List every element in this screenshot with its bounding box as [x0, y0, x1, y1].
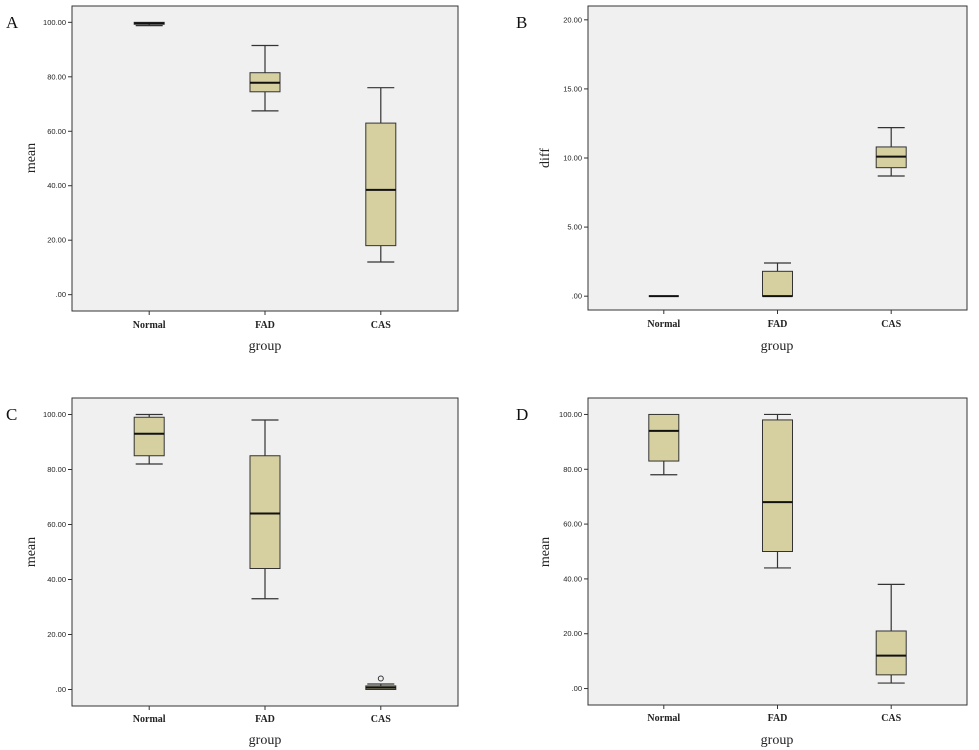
y-tick-label: 20.00	[47, 236, 66, 245]
x-axis-title: group	[761, 733, 794, 748]
y-tick-label: 20.00	[563, 629, 582, 638]
box-cas	[875, 126, 907, 177]
y-axis-title: mean	[24, 143, 39, 173]
box-fad	[249, 44, 281, 112]
panel-label: C	[6, 405, 17, 424]
box-fad	[762, 262, 793, 298]
y-tick-label: 15.00	[563, 84, 582, 93]
y-axis-title: mean	[538, 537, 553, 567]
chart-panel-a: A .00 20.00 40.00 60.00 80.00 100.00 mean group N…	[6, 5, 459, 354]
panel-label: B	[516, 13, 527, 32]
x-tick-label: Normal	[647, 319, 680, 330]
box-iqr	[762, 419, 793, 552]
y-tick-label: 60.00	[47, 127, 66, 136]
y-tick-label: 40.00	[47, 575, 66, 584]
y-tick-label: 80.00	[47, 465, 66, 474]
y-tick-label: 20.00	[47, 630, 66, 639]
chart-panel-d: D .00 20.00 40.00 60.00 80.00 100.00 mean group N…	[516, 397, 968, 748]
y-tick-label: 100.00	[43, 18, 66, 27]
panel-label: D	[516, 405, 528, 424]
x-tick-label: CAS	[371, 714, 391, 725]
x-tick-label: Normal	[647, 713, 680, 724]
x-tick-label: FAD	[768, 319, 788, 330]
chart-panel-b: B .00 5.00 10.00 15.00 20.00 diff group Normal FA…	[516, 5, 968, 354]
y-tick-label: 60.00	[563, 520, 582, 529]
x-axis-title: group	[249, 339, 282, 354]
y-tick-label: 40.00	[563, 574, 582, 583]
y-tick-label: 20.00	[563, 15, 582, 24]
x-axis-title: group	[249, 733, 282, 748]
y-tick-label: 40.00	[47, 181, 66, 190]
x-axis-title: group	[761, 339, 794, 354]
panel-label: A	[6, 13, 19, 32]
y-tick-label: 100.00	[559, 410, 582, 419]
y-axis-title: diff	[538, 148, 553, 168]
x-tick-label: FAD	[255, 320, 275, 331]
box-normal	[648, 413, 680, 476]
box-cas	[365, 87, 397, 263]
box-normal	[133, 21, 165, 27]
y-tick-label: .00	[56, 290, 66, 299]
y-tick-label: 80.00	[47, 72, 66, 81]
y-tick-label: 10.00	[563, 154, 582, 163]
x-tick-label: FAD	[255, 714, 275, 725]
box-fad	[762, 413, 793, 569]
box-iqr	[133, 416, 165, 457]
x-tick-label: FAD	[768, 713, 788, 724]
x-tick-label: CAS	[371, 320, 391, 331]
box-iqr	[762, 270, 793, 297]
y-tick-label: 100.00	[43, 410, 66, 419]
box-iqr	[249, 455, 281, 569]
box-iqr	[648, 413, 680, 462]
x-tick-label: CAS	[881, 319, 901, 330]
box-iqr	[365, 122, 397, 247]
box-fad	[249, 419, 281, 600]
y-tick-label: .00	[572, 292, 582, 301]
y-axis-title: mean	[24, 537, 39, 567]
outlier-point	[377, 675, 384, 682]
box-cas	[365, 675, 397, 690]
y-tick-label: .00	[56, 685, 66, 694]
y-tick-label: 5.00	[567, 223, 582, 232]
y-tick-label: .00	[572, 684, 582, 693]
y-tick-label: 60.00	[47, 520, 66, 529]
x-tick-label: Normal	[133, 320, 166, 331]
x-tick-label: Normal	[133, 714, 166, 725]
x-tick-label: CAS	[881, 713, 901, 724]
chart-panel-c: C .00 20.00 40.00 60.00 80.00 100.00 mean group N…	[6, 397, 459, 748]
box-iqr	[875, 630, 907, 676]
y-tick-label: 80.00	[563, 465, 582, 474]
box-cas	[875, 583, 907, 684]
box-normal	[133, 413, 165, 465]
